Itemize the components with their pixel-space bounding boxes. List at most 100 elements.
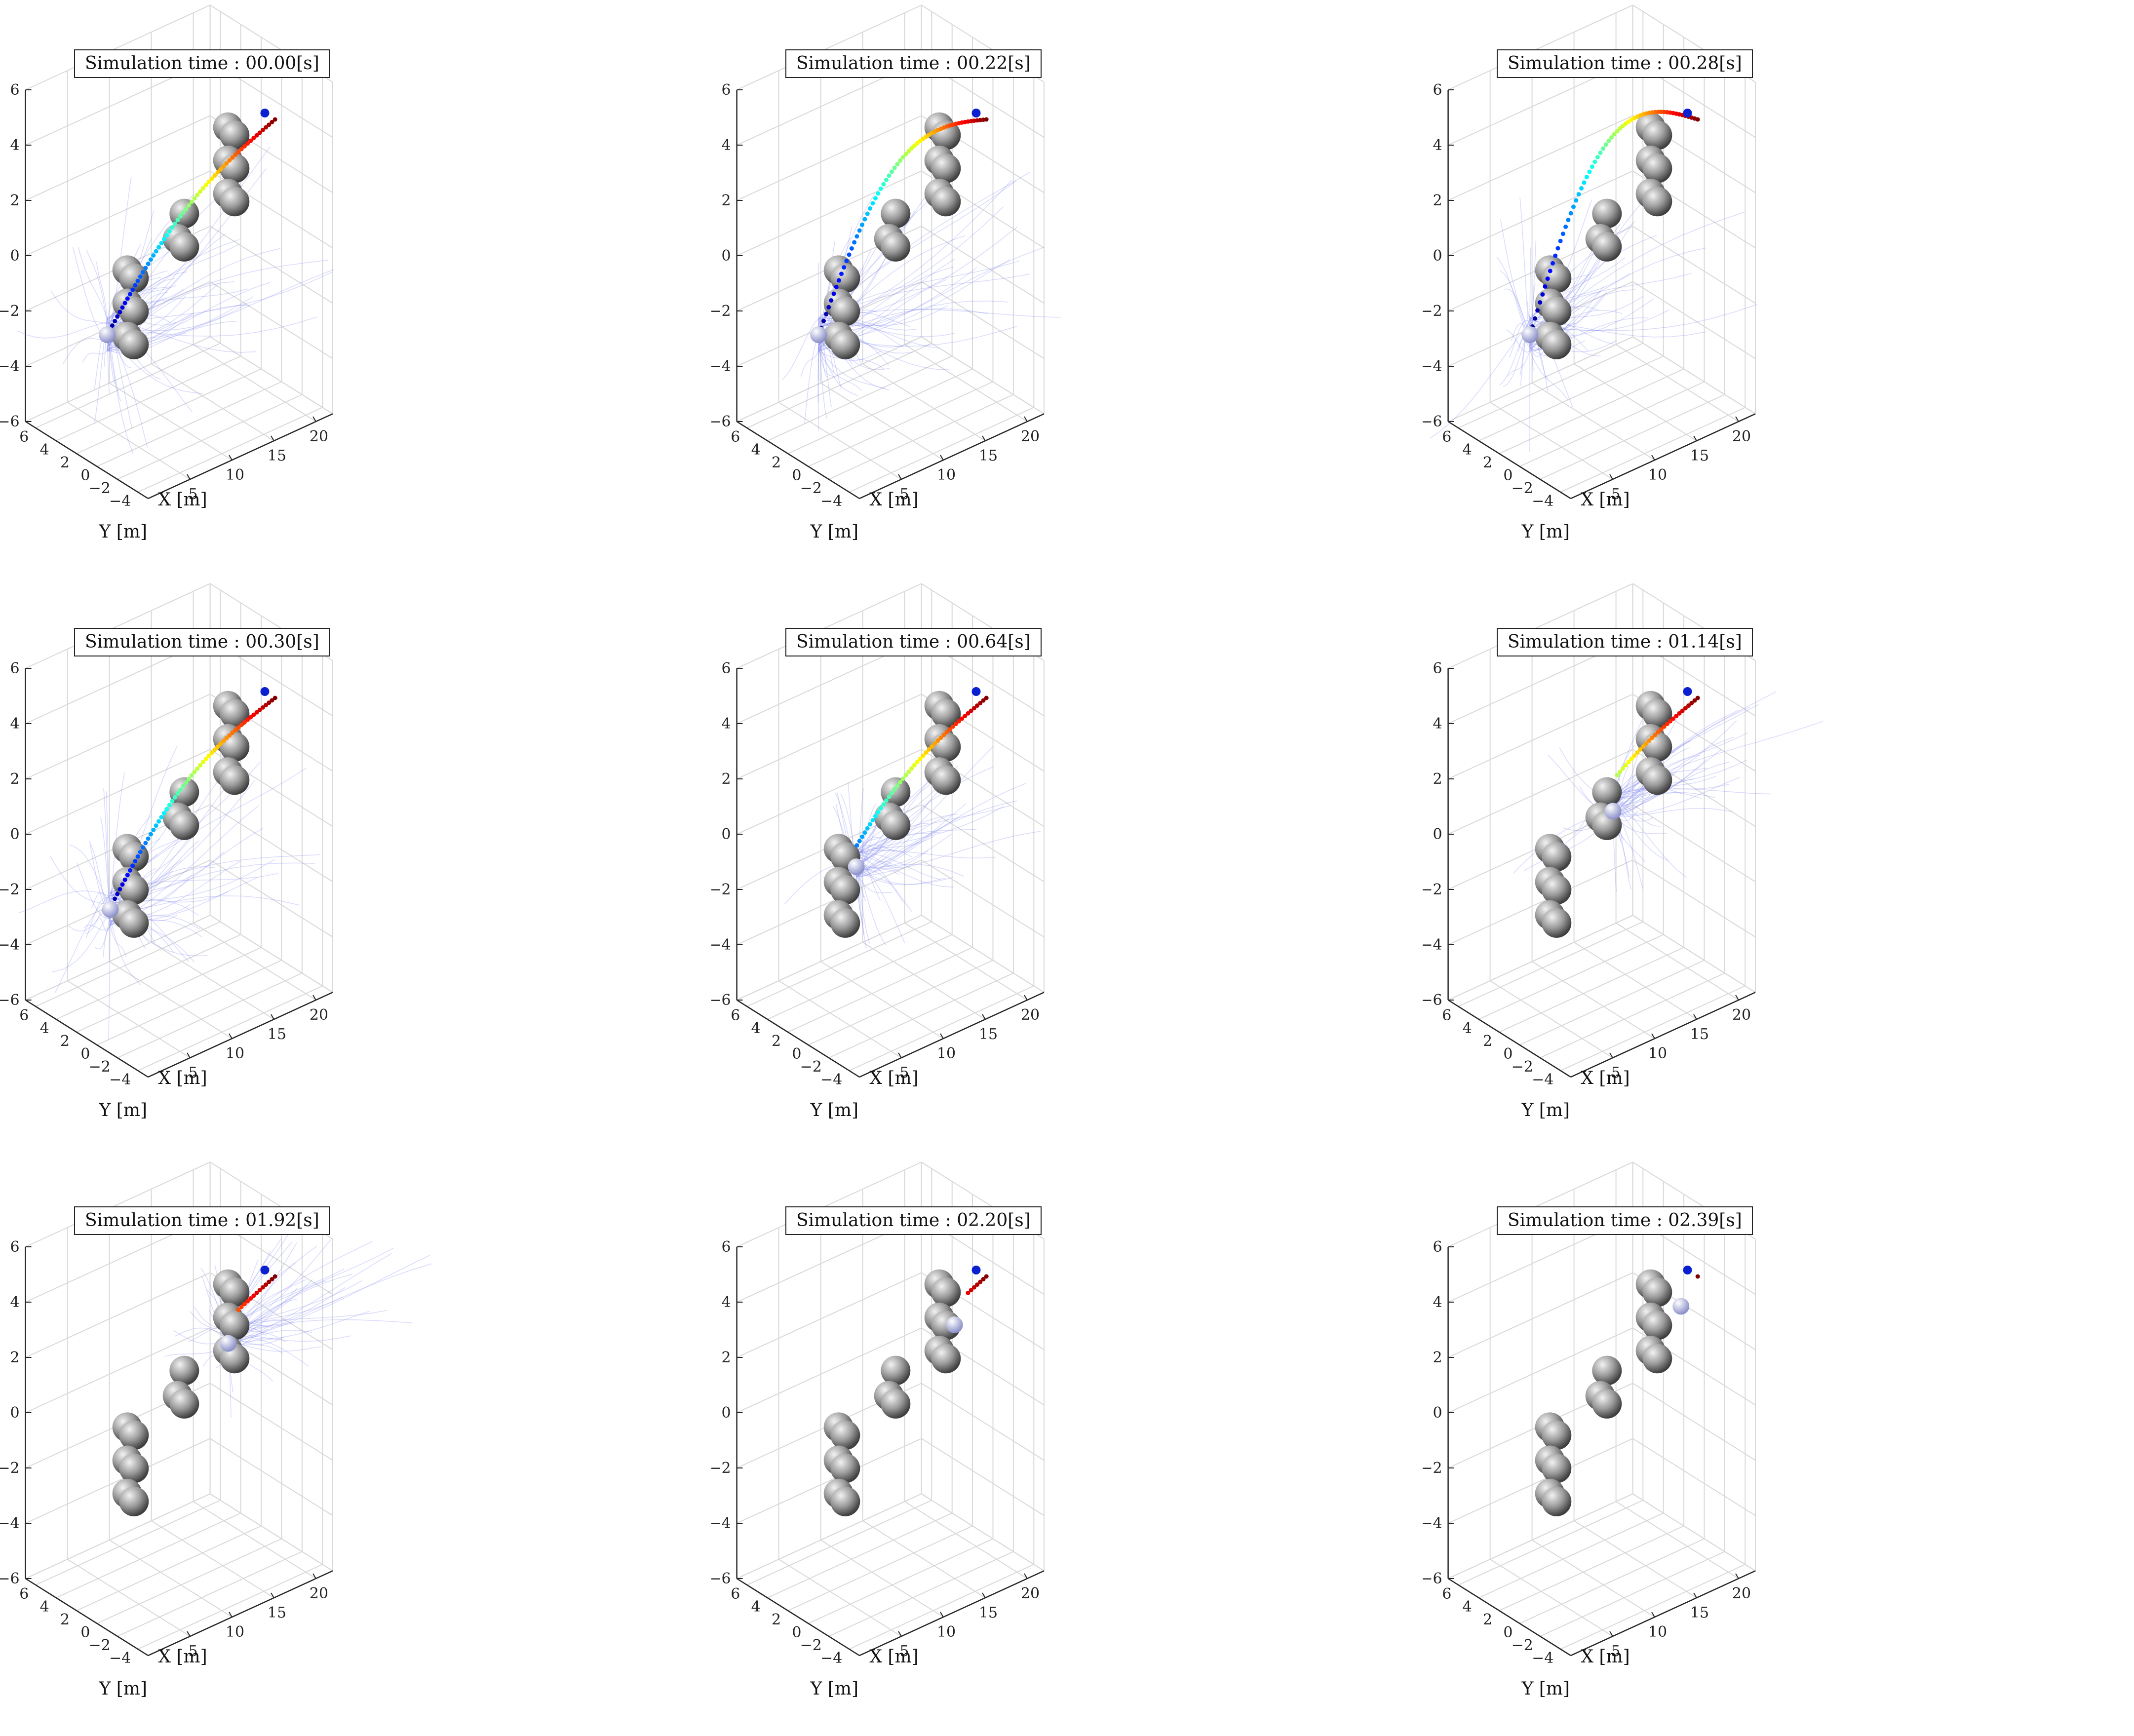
y-tick-label: −2 (1512, 1058, 1533, 1076)
rollout-path (1613, 761, 1730, 818)
trajectory-point (1560, 231, 1565, 236)
grid-line (737, 1493, 922, 1579)
y-tick-label: 2 (1483, 454, 1492, 471)
trajectory-point (1612, 132, 1617, 137)
grid-line (1632, 1383, 1756, 1461)
rollout-path (1613, 808, 1732, 818)
y-tick-label: −4 (1532, 1650, 1553, 1667)
trajectory-point (1563, 225, 1568, 230)
trajectory-point (1656, 730, 1661, 734)
axes-box (25, 1247, 333, 1657)
z-tick-label: 0 (1433, 826, 1442, 843)
grid-line (56, 355, 241, 441)
trajectory-point (950, 724, 955, 729)
trajectory-point (215, 170, 220, 175)
grid-line (137, 1564, 323, 1650)
obstacle-sphere (1542, 329, 1572, 359)
rollout-path (856, 803, 967, 872)
trajectory-point (245, 717, 250, 722)
planned-trajectory (966, 1274, 989, 1295)
trajectory-point (947, 727, 952, 732)
y-tick-label: 2 (1483, 1033, 1492, 1050)
z-tick-label: −4 (0, 1515, 20, 1532)
obstacle-sphere (1592, 777, 1622, 807)
rollout-path (818, 350, 885, 370)
trajectory-point (1535, 308, 1540, 313)
trajectory-point (248, 1296, 253, 1301)
grid-line (904, 1501, 1028, 1579)
grid-line (778, 1559, 902, 1637)
rollout-path (84, 894, 111, 934)
y-tick-label: 6 (19, 1585, 29, 1603)
obstacle-sphere (119, 296, 149, 326)
obstacle-sphere (1592, 231, 1622, 262)
trajectory-point (1662, 724, 1667, 729)
trajectory-point (192, 770, 197, 774)
grid-line (35, 921, 221, 1007)
z-tick-label: −6 (0, 992, 20, 1009)
z-tick-label: 4 (10, 137, 20, 154)
rollout-path (1529, 318, 1534, 371)
x-tick (312, 416, 316, 422)
trajectory-point (1695, 117, 1700, 122)
trajectory-point (148, 832, 153, 837)
x-tick (1024, 416, 1028, 422)
trajectory-point (117, 309, 122, 314)
trajectory-point (270, 698, 274, 703)
rollout-path (82, 350, 108, 363)
grid-line (1448, 583, 1633, 669)
grid-line (97, 381, 282, 467)
rollout-path (1499, 270, 1530, 344)
trajectory-point (924, 750, 929, 755)
trajectory-point (862, 830, 867, 835)
trajectory-point (892, 787, 897, 792)
z-tick-label: −6 (711, 1570, 731, 1587)
trajectory-point (1571, 204, 1576, 209)
y-axis-line (25, 999, 149, 1078)
trajectory-point (862, 217, 867, 222)
grid-line (862, 1520, 986, 1598)
rollout-path (1612, 710, 1739, 809)
x-tick (271, 1014, 274, 1020)
x-tick-label: 10 (226, 1045, 244, 1062)
x-tick-label: 5 (188, 1064, 197, 1081)
grid-line (904, 923, 1028, 1001)
y-tick-label: 4 (40, 441, 49, 459)
trajectory-point (847, 252, 852, 257)
rollout-path (77, 863, 111, 919)
trajectory-point (164, 233, 169, 238)
rollout-path (108, 914, 111, 1040)
y-axis-line (736, 1578, 860, 1657)
rollout-path (1500, 219, 1530, 333)
rollout-path (83, 925, 111, 931)
obstacle-sphere (1642, 120, 1672, 150)
grid-line (76, 947, 262, 1033)
obstacle-sphere (169, 231, 199, 262)
trajectory-point (167, 803, 172, 808)
obstacle-sphere (881, 198, 911, 229)
y-tick-label: 6 (731, 1585, 740, 1603)
rollout-path (107, 271, 187, 337)
trajectory-point (242, 144, 247, 149)
trajectory-point (1680, 708, 1685, 713)
grid-line (778, 402, 902, 480)
x-tick (898, 1052, 902, 1058)
trajectory-point (1551, 261, 1555, 266)
trajectory-point (834, 284, 839, 289)
rollout-path (856, 831, 1041, 878)
grid-line (1532, 383, 1655, 461)
trajectory-point (1576, 192, 1581, 197)
rollout-path (856, 832, 888, 853)
rollout-path (856, 844, 895, 857)
rollout-path (856, 766, 994, 867)
planned-trajectory (1695, 1274, 1700, 1279)
trajectory-point (224, 735, 229, 740)
grid-line (737, 170, 922, 256)
trajectory-point (130, 287, 135, 292)
x-tick-label: 10 (937, 466, 956, 484)
y-axis-label: Y [m] (99, 522, 147, 542)
trajectory-point (195, 193, 200, 197)
x-tick-label: 15 (1690, 447, 1709, 464)
grid-line (1560, 985, 1746, 1071)
